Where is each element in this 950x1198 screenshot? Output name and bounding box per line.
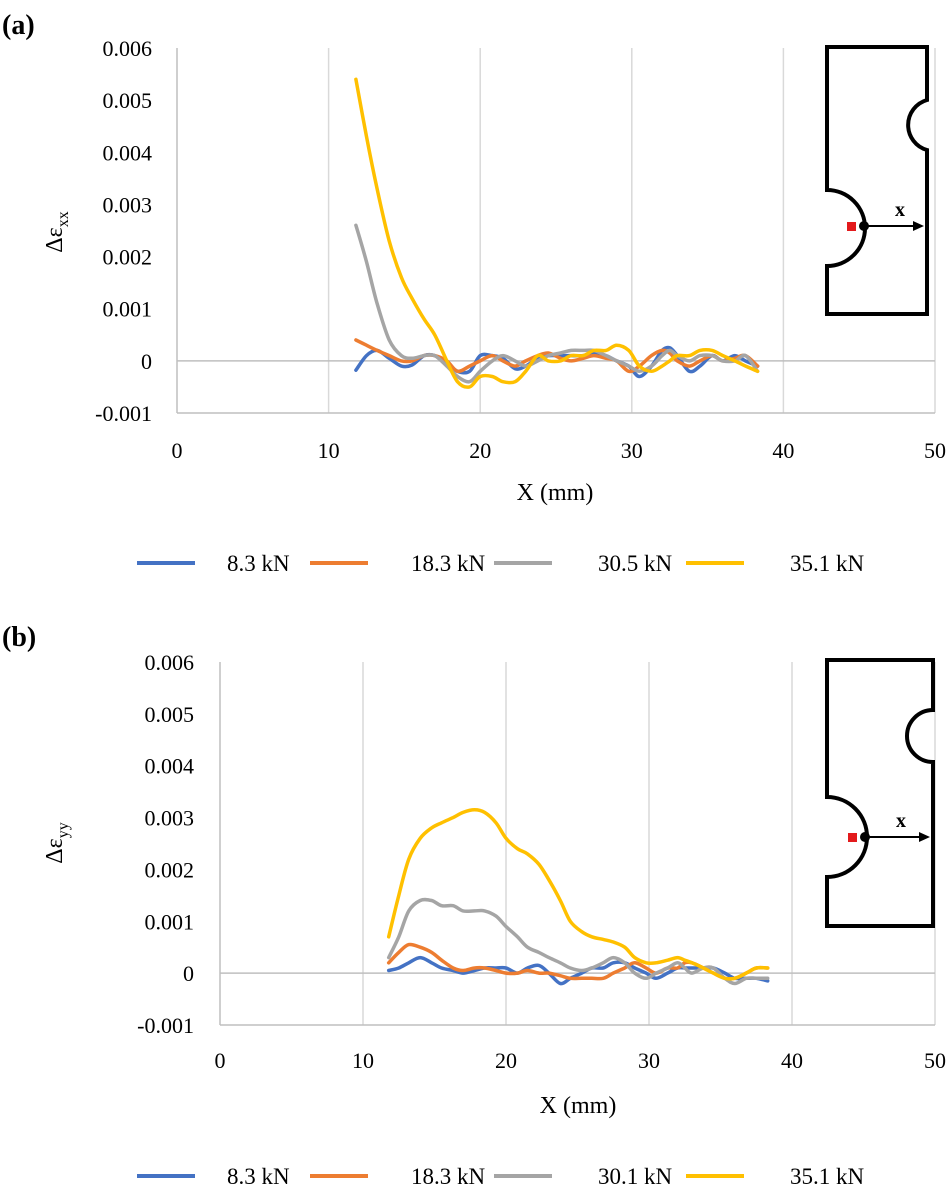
chart-panel-b: (b) -0.001 0 0.001 0.002 0.003 0.004 0.005 0.00… — [2, 622, 946, 1189]
specimen-outline — [825, 658, 935, 928]
legend-label: 35.1 kN — [790, 1164, 865, 1189]
panel-label-a: (a) — [2, 10, 35, 41]
x-tick-labels: 0 10 20 30 40 50 — [215, 1048, 947, 1073]
y-tick-labels: -0.001 0 0.001 0.002 0.003 0.004 0.005 0.006 — [95, 36, 152, 426]
x-tick-label: 50 — [924, 1048, 946, 1073]
x-tick-label: 40 — [781, 1048, 803, 1073]
legend-item-1: 8.3 kN — [137, 1164, 290, 1189]
y-tick-label: 0.004 — [145, 754, 195, 779]
panel-label-b: (b) — [2, 622, 36, 653]
y-tick-label: 0.006 — [145, 650, 195, 675]
x-axis-label: X (mm) — [517, 480, 594, 506]
measurement-point-marker — [847, 222, 856, 231]
grid-lines — [327, 48, 936, 413]
x-tick-label: 10 — [318, 438, 340, 463]
x-tick-label: 20 — [495, 1048, 517, 1073]
x-axis-label: X (mm) — [540, 1093, 617, 1119]
series-lines — [354, 77, 760, 389]
legend: 8.3 kN 18.3 kN 30.1 kN 35.1 kN — [137, 1164, 865, 1189]
inset-x-label: x — [896, 810, 906, 832]
y-axis-label-main: Δε — [42, 838, 68, 864]
y-axis-label-subscript: xx — [55, 211, 72, 227]
series-line-3 — [354, 223, 760, 384]
legend-label: 18.3 kN — [411, 1164, 486, 1189]
axes — [176, 48, 935, 414]
y-axis-label: Δεyy — [42, 822, 72, 864]
y-tick-label: 0.003 — [145, 806, 195, 831]
legend-label: 18.3 kN — [411, 551, 486, 576]
legend-item-1: 8.3 kN — [137, 551, 290, 576]
legend-label: 8.3 kN — [227, 1164, 290, 1189]
series-lines — [386, 808, 770, 986]
y-tick-labels: -0.001 0 0.001 0.002 0.003 0.004 0.005 0.006 — [137, 650, 194, 1038]
x-tick-label: 0 — [215, 1048, 226, 1073]
y-tick-label: 0.001 — [103, 297, 153, 322]
arrow-head-icon — [919, 832, 930, 842]
y-tick-label: 0.003 — [103, 192, 153, 217]
y-tick-label: -0.001 — [137, 1013, 194, 1038]
series-line-4 — [354, 77, 760, 389]
specimen-outline — [825, 45, 929, 316]
x-tick-label: 30 — [621, 438, 643, 463]
x-tick-labels: 0 10 20 30 40 50 — [172, 438, 947, 463]
legend-item-3: 30.5 kN — [494, 551, 673, 576]
axes — [219, 662, 935, 1026]
arrow-head-icon — [913, 221, 924, 231]
legend: 8.3 kN 18.3 kN 30.5 kN 35.1 kN — [137, 551, 865, 576]
y-tick-label: 0.002 — [145, 857, 195, 882]
y-axis-label: Δεxx — [42, 211, 72, 253]
legend-item-4: 35.1 kN — [686, 1164, 865, 1189]
x-tick-label: 50 — [924, 438, 946, 463]
legend-label: 30.1 kN — [598, 1164, 673, 1189]
y-tick-label: 0.006 — [103, 36, 153, 61]
y-tick-label: 0.002 — [103, 245, 153, 270]
legend-item-4: 35.1 kN — [686, 551, 865, 576]
inset-x-label: x — [895, 199, 905, 221]
y-tick-label: -0.001 — [95, 401, 152, 426]
y-axis-label-subscript: yy — [55, 822, 72, 838]
x-tick-label: 30 — [638, 1048, 660, 1073]
y-tick-label: 0.005 — [103, 88, 153, 113]
y-tick-label: 0.001 — [145, 909, 195, 934]
legend-item-2: 18.3 kN — [310, 551, 486, 576]
measurement-point-marker — [848, 833, 857, 842]
y-tick-label: 0 — [141, 349, 152, 374]
y-tick-label: 0 — [183, 961, 194, 986]
x-tick-label: 40 — [772, 438, 794, 463]
specimen-inset: x — [825, 45, 929, 316]
x-tick-label: 10 — [352, 1048, 374, 1073]
legend-label: 35.1 kN — [790, 551, 865, 576]
y-tick-label: 0.005 — [145, 702, 195, 727]
legend-item-3: 30.1 kN — [494, 1164, 673, 1189]
legend-label: 30.5 kN — [598, 551, 673, 576]
legend-label: 8.3 kN — [227, 551, 290, 576]
legend-item-2: 18.3 kN — [310, 1164, 486, 1189]
chart-panel-a: (a) -0.001 0 0.001 0.002 0.003 0.004 0.005 0.00… — [2, 10, 946, 576]
x-tick-label: 20 — [469, 438, 491, 463]
y-axis-label-main: Δε — [42, 227, 68, 253]
y-tick-label: 0.004 — [103, 140, 153, 165]
x-tick-label: 0 — [172, 438, 183, 463]
series-line-4 — [386, 808, 770, 981]
specimen-inset: x — [825, 658, 935, 928]
